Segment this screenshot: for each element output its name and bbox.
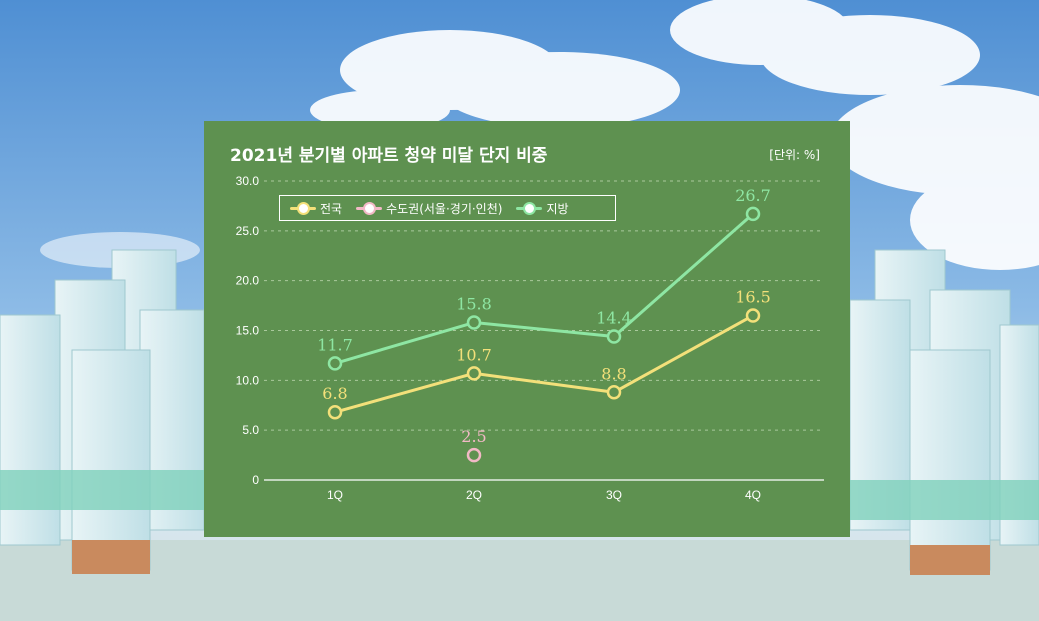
legend-label-national: 전국 [320, 201, 343, 216]
legend: 전국 수도권(서울·경기·인천) 지방 [279, 195, 616, 221]
x-tick-label: 2Q [466, 488, 482, 502]
series-line [612, 314, 755, 394]
legend-label-capital: 수도권(서울·경기·인천) [386, 201, 503, 216]
legend-swatch-capital [356, 202, 383, 215]
series-line [472, 321, 616, 338]
y-tick-label: 20.0 [236, 274, 260, 288]
data-point [466, 366, 482, 381]
data-label: 6.8 [322, 384, 347, 403]
legend-item-regional: 지방 [516, 200, 569, 217]
data-point [466, 447, 482, 463]
y-tick-label: 30.0 [236, 174, 260, 188]
ground [0, 540, 1039, 621]
series-line [612, 212, 755, 338]
data-point [606, 329, 622, 344]
y-tick-label: 10.0 [236, 373, 260, 387]
x-tick-label: 4Q [745, 488, 761, 502]
legend-item-national: 전국 [290, 200, 342, 217]
legend-label-regional: 지방 [546, 201, 569, 216]
data-label: 8.8 [601, 364, 626, 383]
legend-swatch-regional [516, 202, 543, 215]
legend-item-capital: 수도권(서울·경기·인천) [356, 200, 502, 217]
x-tick-label: 3Q [606, 488, 622, 502]
data-point [327, 356, 343, 371]
clouds [40, 0, 1039, 270]
buildings-right [849, 249, 1039, 575]
legend-swatch-national [290, 202, 316, 215]
series-line [472, 371, 616, 394]
y-tick-label: 15.0 [236, 324, 260, 338]
series-line [333, 321, 476, 365]
buildings-left [0, 249, 205, 574]
data-point [466, 315, 482, 330]
line-chart: 30.0 25.0 20.0 15.0 10.0 5.0 0 1Q 2Q 3Q 4Q 6.8 10.7 8… [236, 174, 824, 502]
data-label: 11.7 [317, 335, 353, 354]
data-point [745, 308, 761, 323]
data-label: 15.8 [456, 295, 492, 314]
data-point [745, 206, 761, 222]
series-line [333, 371, 476, 414]
chart-title: 2021년 분기별 아파트 청약 미달 단지 비중 [230, 146, 548, 166]
data-label: 10.7 [456, 345, 492, 364]
data-point [606, 385, 622, 400]
data-label: 14.4 [596, 308, 632, 327]
y-tick-label: 0 [252, 473, 259, 487]
x-tick-label: 1Q [327, 488, 343, 502]
unit-label: [단위: %] [769, 148, 820, 162]
data-point [327, 404, 343, 420]
data-label: 16.5 [735, 288, 771, 307]
y-tick-label: 25.0 [236, 224, 260, 238]
y-tick-label: 5.0 [242, 423, 259, 437]
data-label: 26.7 [735, 186, 771, 205]
data-label: 2.5 [461, 427, 486, 446]
